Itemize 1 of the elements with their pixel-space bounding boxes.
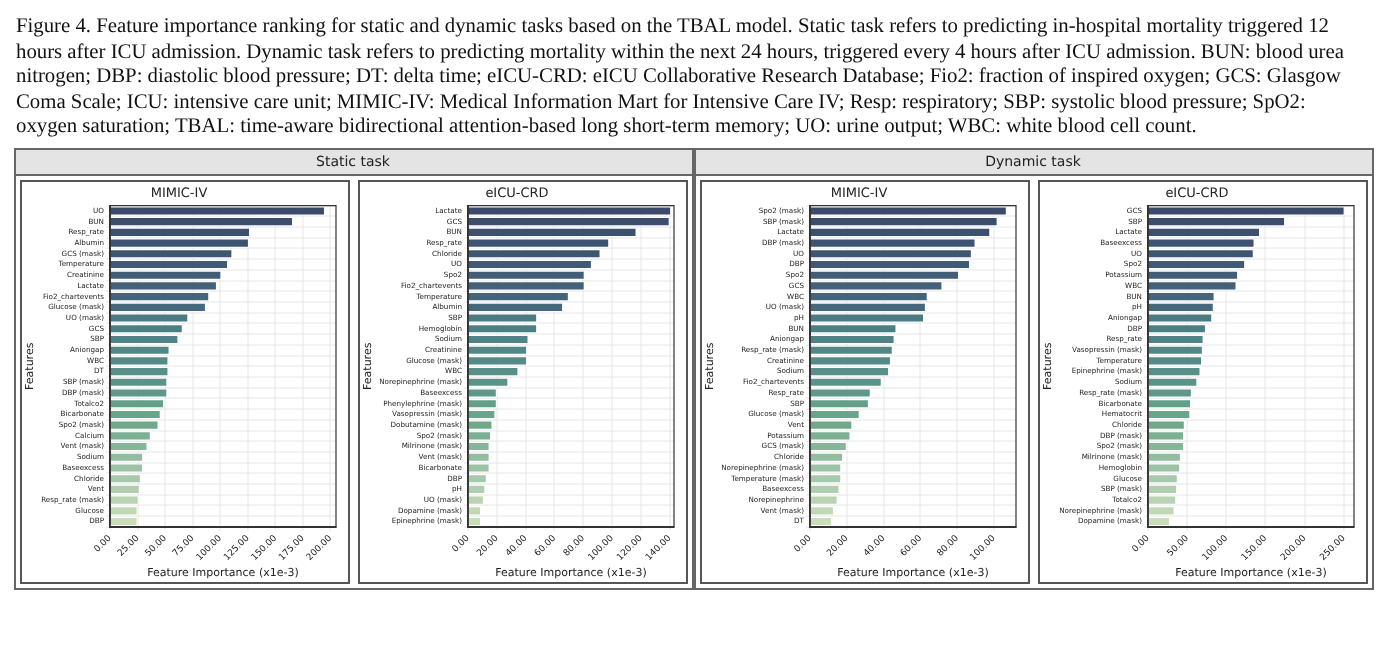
caption: Figure 4. Feature importance ranking for static and dynamic tasks based on the TBAL model. Static task refers to predicting in-hospital mortality triggered 12 hours after ICU admission. Dynamic task refers to predicting mortality within the next 24 hours, triggered every 4 hours after ICU admission. BUN: blood urea nitrogen; DBP: diastolic blood pressure; DT: delta time; eICU-CRD: eICU Collaborative Research Database; Fio2: fraction of inspired oxygen; GCS: Glasgow Coma Scale; ICU: intensive care unit; MIMIC-IV: Medical Information Mart for Intensive Care IV; Resp: respiratory; SBP: systolic blood pressure; SpO2: oxygen saturation; TBAL: time-aware bidirectional attention-based long short-term memory; UO: urine output; WBC: white blood cell count. xyxy=(16,16,1346,142)
